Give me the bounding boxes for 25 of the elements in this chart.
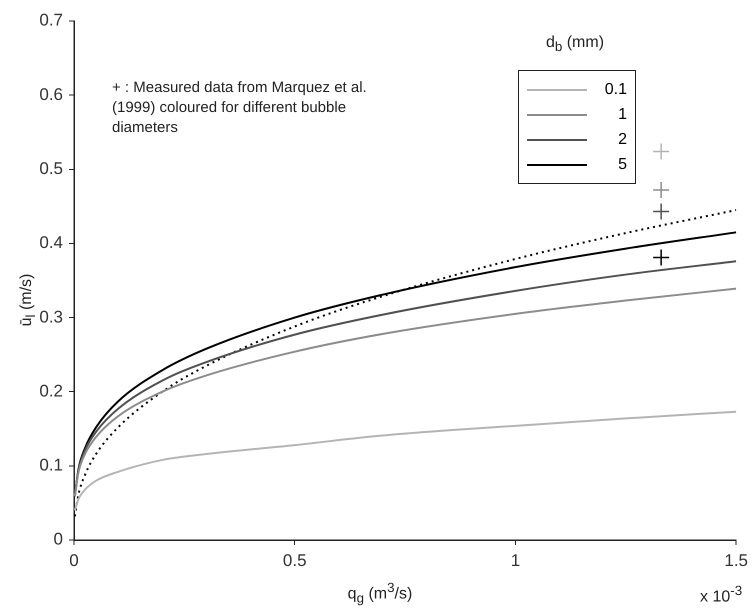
- y-tick-label: 0.7: [39, 10, 63, 30]
- legend-label: 2: [618, 130, 627, 148]
- y-tick-label: 0.5: [39, 158, 63, 178]
- y-tick-label: 0.1: [39, 456, 63, 475]
- point: [652, 248, 670, 266]
- x-tick-label: 1: [510, 550, 520, 570]
- y-tick-label: 0.4: [39, 233, 63, 252]
- point: [652, 142, 670, 160]
- x-tick-label: 1.5: [724, 550, 748, 570]
- annotation: + : Measured data from Marquez et al. (1999) coloured for different bubble diameters: [112, 78, 368, 138]
- x-tick-label: 0: [69, 550, 79, 570]
- y-tick-label: 0: [54, 530, 63, 549]
- point: [652, 202, 670, 220]
- text: x 10$^{-3}$: [700, 583, 742, 606]
- legend-label: 1: [618, 106, 627, 124]
- line-series: [74, 410, 736, 512]
- y-tick-label: 0.3: [39, 307, 63, 326]
- legend-label: 0.1: [604, 80, 627, 98]
- point: [652, 181, 670, 199]
- legend-label: 5: [618, 156, 627, 174]
- x-axis-title: q$_{g}$ (m$^{3}$/s): [348, 580, 412, 606]
- x-tick-label: 0.5: [282, 550, 307, 570]
- y-tick-label: 0.2: [39, 381, 63, 400]
- y-tick-label: 0.6: [39, 84, 63, 104]
- legend-title: d$_{b}$ (mm): [546, 34, 604, 54]
